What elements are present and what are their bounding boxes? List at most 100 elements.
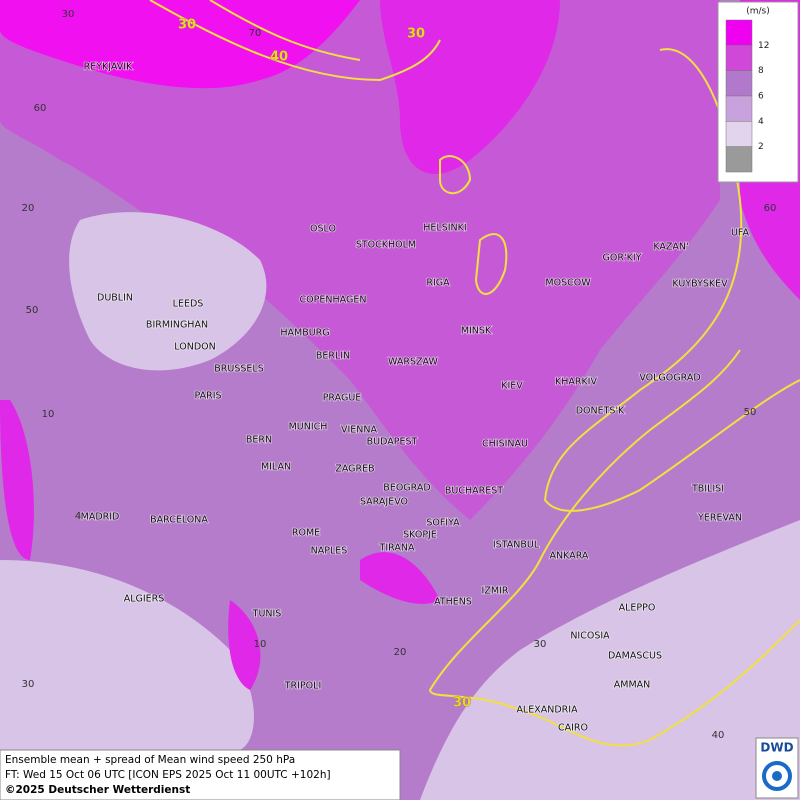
city-label: BUCHAREST xyxy=(445,486,503,497)
city-label: KAZAN' xyxy=(653,242,688,253)
city-label: LONDON xyxy=(174,342,215,353)
footer-line: FT: Wed 15 Oct 06 UTC [ICON EPS 2025 Oct… xyxy=(5,769,331,781)
city-label: STOCKHOLM xyxy=(356,240,416,251)
city-label: SOFIYA xyxy=(426,518,460,529)
city-label: UFA xyxy=(731,228,750,239)
legend-swatch xyxy=(725,146,753,173)
city-label: BERN xyxy=(246,435,272,446)
city-label: HELSINKI xyxy=(423,223,466,234)
graticule-label: 20 xyxy=(394,647,407,658)
city-label: BEOGRAD xyxy=(383,483,430,494)
city-label: TUNIS xyxy=(252,609,282,620)
contour-label: 40 xyxy=(270,50,288,65)
city-label: NICOSIA xyxy=(570,631,610,642)
city-label: BUDAPEST xyxy=(367,437,418,448)
graticule-label: 30 xyxy=(22,679,35,690)
legend-level: 8 xyxy=(758,66,764,76)
city-label: PARIS xyxy=(194,391,221,402)
city-label: RIGA xyxy=(426,278,450,289)
city-label: HAMBURG xyxy=(280,328,329,339)
city-label: VIENNA xyxy=(341,425,378,436)
contour-label: 30 xyxy=(407,27,425,42)
city-label: LEEDS xyxy=(173,299,204,310)
city-label: ALGIERS xyxy=(124,594,165,605)
legend-level: 4 xyxy=(758,117,764,127)
legend-swatch xyxy=(725,70,753,97)
legend-level: 2 xyxy=(758,142,764,152)
city-label: MUNICH xyxy=(289,422,328,433)
footer-line: Ensemble mean + spread of Mean wind spee… xyxy=(5,754,295,766)
city-label: WARSZAW xyxy=(388,357,438,368)
contour-labels: 30 40 30 30 xyxy=(178,17,472,711)
legend-level: 6 xyxy=(758,92,764,102)
graticule-labels: 30 70 60 20 50 10 4 30 10 20 30 40 60 50 xyxy=(22,9,777,741)
graticule-label: 50 xyxy=(744,407,757,418)
city-label: SKOPJE xyxy=(403,530,437,541)
legend-swatch xyxy=(725,95,753,122)
city-label: ROME xyxy=(292,528,320,539)
city-label: BRUSSELS xyxy=(214,364,263,375)
city-label: ATHENS xyxy=(434,597,472,608)
city-label: ANKARA xyxy=(550,551,589,562)
city-label: DUBLIN xyxy=(97,293,133,304)
city-label: ALEXANDRIA xyxy=(516,705,578,716)
graticule-label: 20 xyxy=(22,203,35,214)
city-label: PRAGUE xyxy=(323,393,362,404)
legend-swatch xyxy=(725,121,753,147)
legend-swatch xyxy=(725,45,753,71)
city-label: SARAJEVO xyxy=(360,497,408,508)
city-label: KHARKIV xyxy=(555,377,598,388)
legend-unit: (m/s) xyxy=(746,7,770,17)
city-label: MINSK xyxy=(461,326,492,337)
city-label: BARCELONA xyxy=(150,515,208,526)
city-label: DAMASCUS xyxy=(608,651,662,662)
logo: DWD xyxy=(755,737,799,799)
graticule-label: 10 xyxy=(42,409,55,420)
city-label: CAIRO xyxy=(558,723,588,734)
city-label: KIEV xyxy=(501,381,523,392)
city-label: MADRID xyxy=(81,512,120,523)
graticule-label: 60 xyxy=(34,103,47,114)
city-label: CHISINAU xyxy=(482,439,528,450)
city-label: OSLO xyxy=(310,224,336,235)
graticule-label: 40 xyxy=(712,730,725,741)
city-label: KUYBYSKEV xyxy=(672,279,728,290)
footer-line: ©2025 Deutscher Wetterdienst xyxy=(5,784,190,796)
city-label: YEREVAN xyxy=(697,513,742,524)
graticule-label: 10 xyxy=(254,639,267,650)
footer: Ensemble mean + spread of Mean wind spee… xyxy=(0,749,401,800)
graticule-label: 4 xyxy=(75,511,81,522)
legend-level: 12 xyxy=(758,41,769,51)
city-label: IZMIR xyxy=(482,586,509,597)
city-label: GOR'KIY xyxy=(603,253,642,264)
city-label: DONETS'K xyxy=(576,406,625,417)
city-label: NAPLES xyxy=(311,546,348,557)
graticule-label: 30 xyxy=(62,9,75,20)
graticule-label: 60 xyxy=(764,203,777,214)
contour-label: 30 xyxy=(453,696,471,711)
footer-box xyxy=(0,749,401,800)
city-label: TBILISI xyxy=(691,484,724,495)
city-label: TIRANA xyxy=(379,543,415,554)
city-labels: REYKJAVIK OSLO STOCKHOLM HELSINKI RIGA MOSCOW… xyxy=(80,61,750,735)
city-label: TRIPOLI xyxy=(284,681,322,692)
graticule-label: 70 xyxy=(249,28,262,39)
city-label: ISTANBUL xyxy=(493,540,540,551)
graticule-label: 50 xyxy=(26,305,39,316)
logo-text: DWD xyxy=(760,741,793,755)
city-label: ZAGREB xyxy=(335,464,374,475)
legend: (m/s) 12 8 6 4 2 xyxy=(717,1,799,183)
city-label: BERLIN xyxy=(316,351,350,362)
city-label: ALEPPO xyxy=(619,603,656,614)
city-label: AMMAN xyxy=(614,680,651,691)
city-label: VOLGOGRAD xyxy=(639,373,700,384)
graticule-label: 30 xyxy=(534,639,547,650)
contour-label: 30 xyxy=(178,18,196,33)
city-label: MILAN xyxy=(261,462,291,473)
city-label: REYKJAVIK xyxy=(84,62,133,73)
city-label: BIRMINGHAN xyxy=(146,320,208,331)
city-label: MOSCOW xyxy=(545,278,591,289)
city-label: COPENHAGEN xyxy=(300,295,367,306)
